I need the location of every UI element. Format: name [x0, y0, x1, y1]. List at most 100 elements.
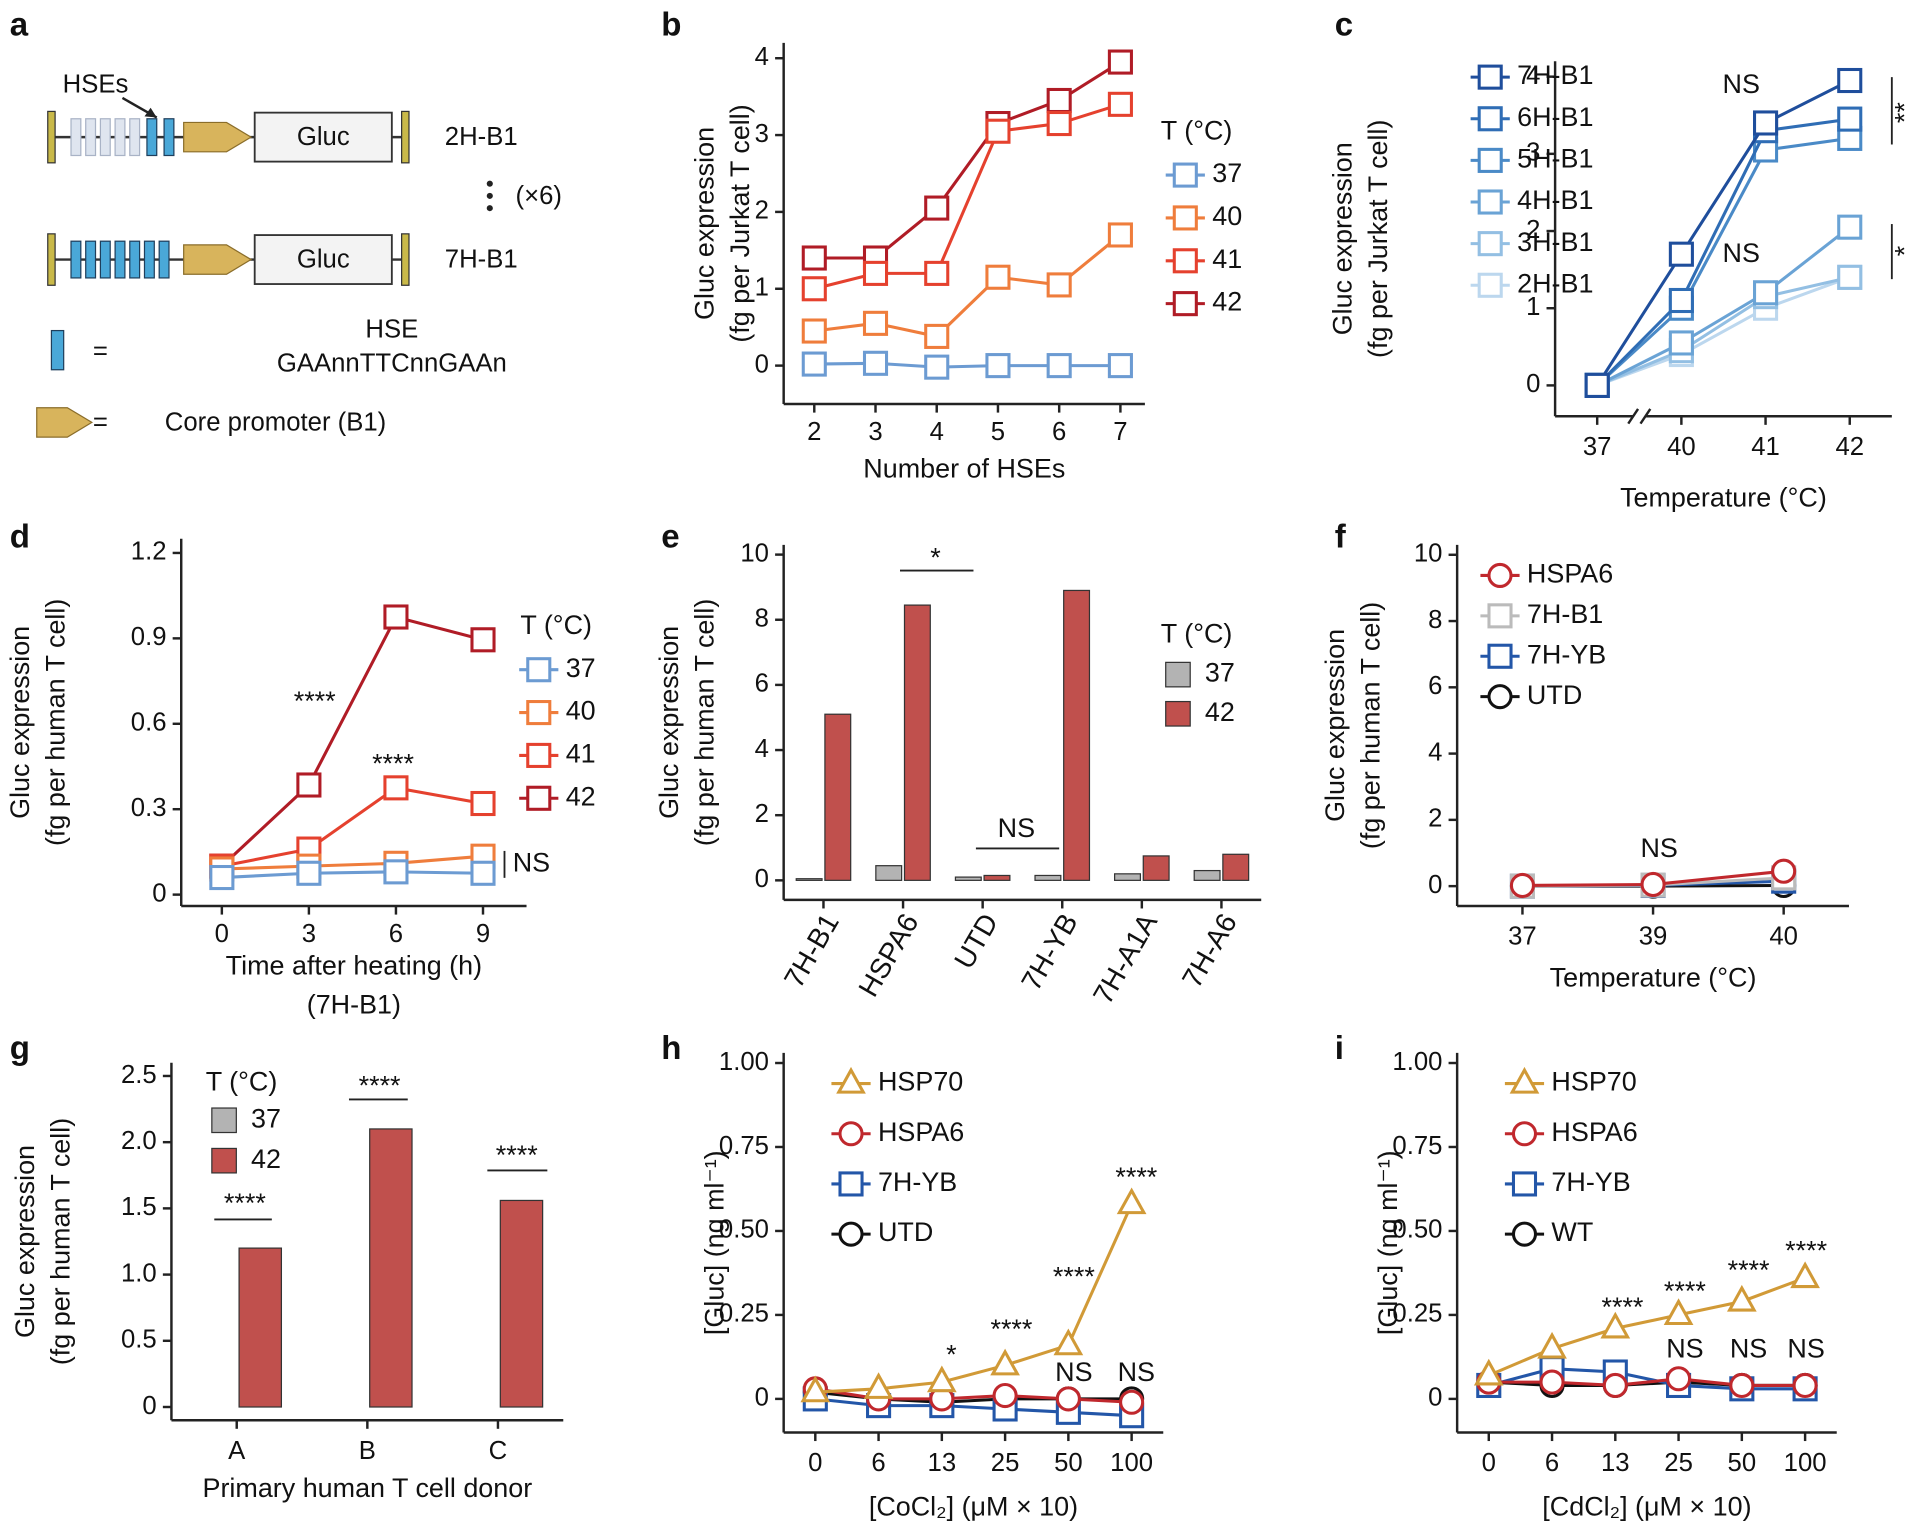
y-axis-label: [Gluc] (ng ml⁻¹)	[699, 1150, 729, 1335]
x-tick-label: 39	[1639, 923, 1668, 951]
legend-label: UTD	[1527, 680, 1582, 710]
legend-label: 37	[1205, 658, 1235, 688]
marker	[985, 353, 1011, 379]
x-tick-label: C	[489, 1437, 508, 1465]
x-tick-label: 7H-A1A	[1087, 908, 1163, 1009]
promoter-key-icon	[36, 407, 94, 438]
y-tick-label: 2	[1428, 805, 1442, 833]
y-tick-label: 2.0	[121, 1127, 157, 1155]
marker	[985, 264, 1011, 290]
annotation: ****	[1785, 1236, 1827, 1266]
marker	[801, 318, 827, 344]
key-sign: =	[93, 337, 108, 365]
legend-marker	[1477, 106, 1503, 132]
legend-marker	[1477, 272, 1503, 298]
y-axis-label: Gluc expression	[1320, 629, 1350, 822]
legend-label: 7H-YB	[1527, 639, 1606, 669]
y-tick-label: 0.5	[121, 1326, 157, 1354]
y-tick-label: 0	[755, 865, 769, 893]
legend-marker	[838, 1171, 864, 1197]
x-tick-label: 0	[1482, 1449, 1496, 1477]
hse-label: HSEs	[63, 71, 129, 99]
x-tick-label: HSPA6	[853, 908, 925, 1002]
series-line	[221, 786, 484, 868]
legend-marker	[1487, 643, 1513, 669]
legend-label: 2H-B1	[1517, 268, 1593, 298]
y-tick-label: 1.00	[719, 1048, 769, 1076]
key-sequence: GAAnnTTCnnGAAn	[277, 350, 507, 378]
annotation: ****	[1728, 1255, 1770, 1285]
panel-label: h	[661, 1030, 681, 1067]
marker	[1107, 353, 1133, 379]
hses	[70, 240, 170, 279]
panel-label: i	[1335, 1030, 1344, 1067]
marker	[924, 260, 950, 286]
panel-label: b	[661, 7, 681, 44]
legend-marker	[1172, 162, 1198, 188]
y-tick-label: 8	[755, 605, 769, 633]
legend-label: 40	[1212, 201, 1242, 231]
marker	[1666, 1366, 1692, 1392]
legend-marker	[838, 1121, 864, 1147]
x-tick-label: 100	[1784, 1449, 1827, 1477]
y-tick-label: 4	[755, 735, 769, 763]
annotation: NS	[998, 813, 1035, 843]
arrowhead	[144, 107, 157, 118]
panel-label: e	[661, 518, 679, 555]
y-tick-label: 0	[152, 879, 166, 907]
legend-swatch	[1165, 700, 1191, 727]
legend-swatch	[211, 1107, 237, 1134]
x-tick-label: 7	[1113, 418, 1127, 446]
x-tick-label: 25	[1664, 1449, 1693, 1477]
marker	[296, 772, 322, 798]
series-line	[814, 233, 1122, 339]
legend-label: 41	[1212, 244, 1242, 274]
legend-label: 37	[251, 1103, 281, 1133]
series-line	[221, 854, 484, 871]
marker	[862, 310, 889, 336]
marker	[924, 323, 950, 349]
marker	[1837, 106, 1863, 132]
marker	[1837, 264, 1863, 290]
marker	[1119, 1389, 1145, 1415]
axis-break	[1633, 411, 1646, 422]
legend-label: 7H-YB	[1551, 1167, 1630, 1197]
legend-marker	[838, 1221, 864, 1247]
gene-box	[253, 234, 393, 285]
legend-label: UTD	[878, 1217, 933, 1247]
legend-label: 41	[566, 739, 596, 769]
annotation: NS	[1723, 69, 1760, 99]
legend-label: 5H-B1	[1517, 143, 1593, 173]
bar	[1222, 853, 1250, 881]
bar	[1114, 873, 1142, 881]
annotation: **	[1890, 102, 1920, 123]
legend-label: 4H-B1	[1517, 185, 1593, 215]
legend-marker	[1487, 684, 1513, 710]
x-tick-label: 40	[1667, 433, 1696, 461]
y-axis-label: Gluc expression	[5, 626, 35, 819]
y-axis-label: Gluc expression	[1328, 142, 1358, 335]
panel-f: 37 39 40 0 2 4 6 8 10 f Gluc expression (fg per hum…	[1320, 518, 1849, 993]
series-line	[1596, 275, 1851, 387]
legend-label: 42	[566, 781, 596, 811]
x-tick-label: 41	[1751, 433, 1780, 461]
x-tick-label: 9	[476, 920, 490, 948]
y-tick-label: 2	[1526, 216, 1540, 244]
marker	[992, 1382, 1018, 1409]
y-tick-label: 0.25	[1392, 1300, 1442, 1328]
x-tick-label: 5	[991, 418, 1005, 446]
legend-marker	[1511, 1121, 1538, 1147]
bar	[1034, 874, 1062, 881]
bar	[875, 865, 903, 881]
annotation: NS	[513, 847, 550, 877]
legend-marker	[1487, 562, 1513, 588]
y-tick-label: 1.2	[131, 538, 167, 566]
legend-title: T (°C)	[206, 1067, 278, 1097]
legend-marker	[1477, 231, 1503, 257]
inactive-hses	[70, 118, 141, 157]
y-tick-label: 0	[1428, 871, 1442, 899]
y-axis-label: (fg per Jurkat T cell)	[725, 104, 755, 342]
marker	[1537, 1331, 1567, 1359]
marker	[1668, 287, 1694, 314]
